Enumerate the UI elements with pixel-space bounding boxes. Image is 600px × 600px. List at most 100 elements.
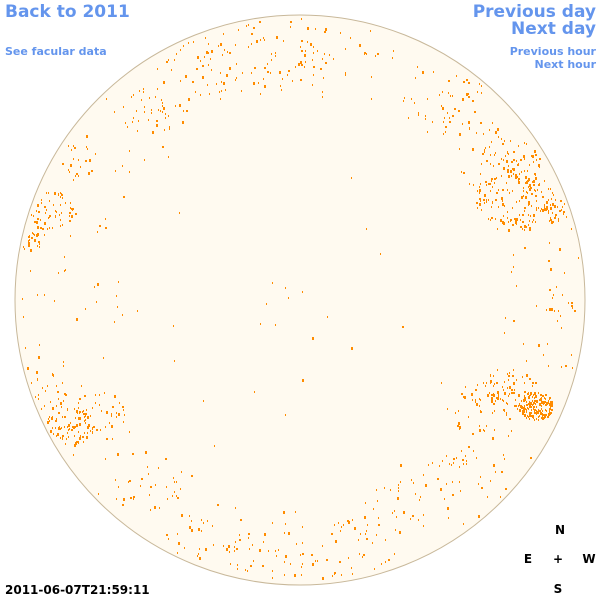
facula-speck — [264, 85, 266, 88]
facula-speck — [537, 189, 538, 191]
facula-speck — [512, 392, 514, 394]
facula-speck — [468, 446, 470, 448]
back-to-year-link[interactable]: Back to 2011 — [5, 2, 130, 22]
facula-speck — [550, 188, 551, 190]
facula-speck — [494, 182, 495, 184]
facula-speck — [511, 392, 512, 394]
facula-speck — [140, 485, 141, 487]
facula-speck — [52, 407, 54, 410]
facula-speck — [248, 533, 250, 535]
facula-speck — [200, 94, 201, 96]
facula-speck — [300, 79, 302, 81]
facula-speck — [511, 389, 513, 391]
facula-speck — [402, 326, 404, 328]
facula-speck — [495, 400, 496, 402]
facula-speck — [262, 565, 264, 567]
facula-speck — [534, 150, 535, 152]
facula-speck — [62, 438, 63, 440]
facula-speck — [516, 160, 517, 162]
facula-speck — [453, 458, 455, 460]
facula-speck — [481, 209, 482, 211]
facula-speck — [166, 61, 168, 63]
facula-speck — [229, 551, 230, 553]
facula-speck — [476, 457, 477, 459]
facula-speck — [292, 80, 293, 82]
facula-speck — [143, 91, 144, 93]
facula-speck — [457, 425, 459, 427]
facula-speck — [548, 260, 550, 262]
facula-speck — [163, 82, 164, 84]
facula-speck — [179, 104, 181, 107]
facula-speck — [551, 409, 553, 411]
facula-speck — [488, 199, 489, 201]
facula-speck — [272, 522, 273, 524]
facula-speck — [400, 481, 401, 483]
facula-speck — [546, 206, 548, 209]
facula-speck — [74, 408, 75, 410]
facula-speck — [398, 490, 399, 492]
facula-speck — [415, 493, 416, 495]
facula-speck — [491, 217, 493, 219]
facula-speck — [359, 44, 361, 47]
facula-speck — [62, 163, 64, 165]
facula-speck — [364, 53, 365, 55]
facula-speck — [204, 56, 205, 58]
previous-hour-link[interactable]: Previous hour — [509, 45, 596, 58]
facula-speck — [481, 163, 482, 165]
facula-speck — [60, 225, 61, 227]
facula-speck — [114, 111, 115, 113]
facula-speck — [394, 553, 395, 555]
facula-speck — [366, 538, 368, 540]
facula-speck — [239, 534, 240, 536]
facula-speck — [557, 206, 558, 208]
facula-speck — [561, 200, 562, 202]
facula-speck — [168, 115, 169, 117]
facula-speck — [529, 188, 531, 191]
facular-regions — [22, 18, 579, 580]
facula-speck — [550, 268, 552, 271]
facula-speck — [546, 402, 548, 405]
facula-speck — [488, 183, 489, 185]
facula-speck — [520, 226, 522, 228]
facula-speck — [260, 323, 261, 325]
facula-speck — [366, 530, 367, 532]
previous-day-link[interactable]: Previous day — [472, 2, 596, 22]
facula-speck — [66, 438, 67, 440]
facula-speck — [56, 435, 57, 437]
facula-speck — [70, 422, 71, 424]
facula-speck — [524, 395, 525, 397]
see-facular-data-link[interactable]: See facular data — [5, 45, 107, 58]
facula-speck — [68, 145, 69, 147]
next-day-link[interactable]: Next day — [511, 19, 596, 39]
facula-speck — [461, 393, 463, 395]
next-hour-link[interactable]: Next hour — [534, 58, 597, 71]
facula-speck — [28, 236, 30, 238]
facula-speck — [528, 224, 529, 226]
facula-speck — [456, 75, 457, 77]
facula-speck — [394, 510, 395, 512]
facula-speck — [489, 183, 491, 185]
facula-speck — [432, 121, 433, 123]
facula-speck — [473, 450, 474, 452]
facula-speck — [524, 207, 526, 209]
facula-speck — [484, 430, 485, 432]
facula-speck — [78, 407, 79, 409]
facula-speck — [543, 401, 545, 403]
facula-speck — [283, 40, 284, 42]
facula-speck — [530, 394, 531, 396]
facula-speck — [524, 142, 525, 144]
facula-speck — [149, 97, 150, 99]
facula-speck — [561, 209, 562, 211]
facula-speck — [425, 118, 426, 120]
facula-speck — [443, 121, 444, 123]
facula-speck — [70, 164, 72, 167]
facula-speck — [544, 416, 546, 418]
facula-speck — [513, 369, 514, 371]
facula-speck — [529, 220, 530, 222]
facula-speck — [493, 394, 495, 397]
facula-speck — [458, 410, 459, 412]
facula-speck — [95, 394, 96, 396]
facula-speck — [491, 394, 493, 396]
facula-speck — [503, 409, 505, 411]
facula-speck — [528, 201, 530, 204]
